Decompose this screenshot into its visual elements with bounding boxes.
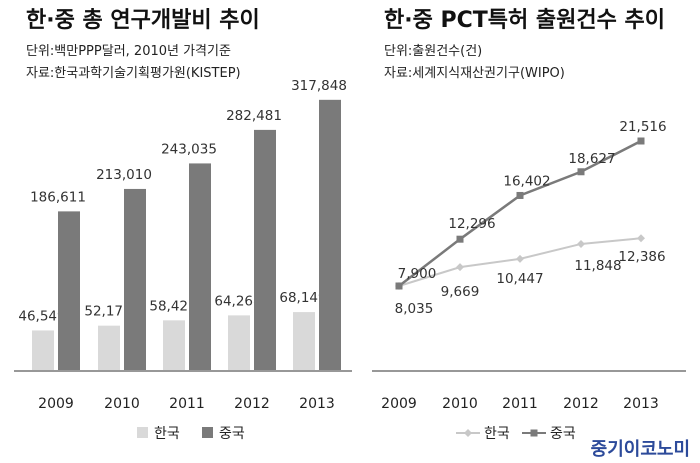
left-chart-unit: 단위:백만PPP달러, 2010년 가격기준 [26, 44, 231, 59]
line-value-label-china-2010: 12,296 [448, 216, 495, 232]
bar-value-label-korea-2010: 52,173 [84, 304, 131, 320]
brand-logo: 중기이코노미 [591, 439, 690, 460]
bar-value-label-china-2009: 186,611 [30, 189, 86, 205]
legend-label-china: 중국 [219, 426, 245, 442]
bar-korea-2011 [163, 320, 185, 370]
point-korea-2010 [456, 263, 464, 272]
legend-label-china-line: 중국 [550, 426, 576, 442]
legend-label-korea: 한국 [154, 426, 180, 442]
point-china-2012 [577, 168, 585, 176]
bar-x-tick-2009: 2009 [38, 396, 74, 412]
bar-korea-2012 [228, 315, 250, 370]
point-china-2011 [516, 191, 524, 199]
line-x-tick-2011: 2011 [502, 396, 538, 412]
bar-x-tick-2011: 2011 [169, 396, 205, 412]
bar-china-2011 [189, 163, 211, 370]
point-korea-2012 [577, 239, 585, 248]
line-x-tick-2009: 2009 [381, 396, 417, 412]
legend-swatch-china [202, 427, 213, 438]
bar-china-2010 [124, 188, 146, 370]
right-chart-source: 자료:세계지식재산권기구(WIPO) [384, 66, 565, 81]
bar-korea-2010 [98, 325, 120, 370]
line-value-label-korea-2009: 8,035 [395, 301, 434, 317]
line-value-label-korea-2011: 10,447 [496, 271, 543, 287]
right-chart-title: 한·중 PCT특허 출원건수 추이 [384, 8, 665, 33]
legend-label-korea-line: 한국 [484, 426, 510, 442]
bar-x-tick-2010: 2010 [104, 396, 140, 412]
left-chart-source: 자료:한국과학기술기획평가원(KISTEP) [26, 66, 241, 81]
line-value-label-china-2013: 21,516 [619, 119, 666, 135]
point-china-2010 [456, 235, 464, 243]
line-value-label-china-2012: 18,627 [568, 151, 615, 167]
line-value-label-china-2011: 16,402 [503, 173, 550, 189]
point-korea-2011 [516, 254, 524, 263]
bar-value-label-china-2013: 317,848 [291, 78, 347, 94]
line-value-label-china-2009: 7,900 [398, 266, 437, 282]
point-china-2013 [637, 137, 645, 145]
legend-marker-china [530, 429, 538, 437]
bar-value-label-china-2010: 213,010 [96, 167, 152, 183]
bar-x-tick-2012: 2012 [234, 396, 270, 412]
bar-chart: 46,549 186,611 2009 52,173 213,010 2010 58,427… [18, 78, 347, 412]
bar-value-label-korea-2012: 64,268 [214, 293, 261, 309]
bar-value-label-china-2011: 243,035 [161, 141, 217, 157]
bar-china-2012 [254, 129, 276, 370]
line-value-label-korea-2010: 9,669 [441, 284, 480, 300]
line-x-tick-2010: 2010 [442, 396, 478, 412]
bar-china-2013 [319, 99, 341, 371]
point-korea-2013 [637, 234, 645, 243]
bar-china-2009 [58, 211, 80, 370]
line-value-label-korea-2013: 12,386 [618, 249, 665, 265]
bar-value-label-korea-2011: 58,427 [149, 298, 196, 314]
line-value-label-korea-2012: 11,848 [574, 258, 621, 274]
left-chart-title: 한·중 총 연구개발비 추이 [26, 8, 260, 33]
point-china-2009 [395, 282, 403, 290]
line-x-tick-2012: 2012 [563, 396, 599, 412]
bar-value-label-china-2012: 282,481 [226, 108, 282, 124]
bar-korea-2013 [293, 312, 315, 370]
legend-marker-korea [464, 429, 472, 437]
legend-swatch-korea [137, 427, 148, 438]
bar-x-tick-2013: 2013 [299, 396, 335, 412]
line-x-tick-2013: 2013 [623, 396, 659, 412]
bar-value-label-korea-2013: 68,149 [279, 290, 326, 306]
bar-value-label-korea-2009: 46,549 [18, 308, 65, 324]
bar-korea-2009 [32, 330, 54, 370]
right-chart-unit: 단위:출원건수(건) [384, 44, 482, 59]
